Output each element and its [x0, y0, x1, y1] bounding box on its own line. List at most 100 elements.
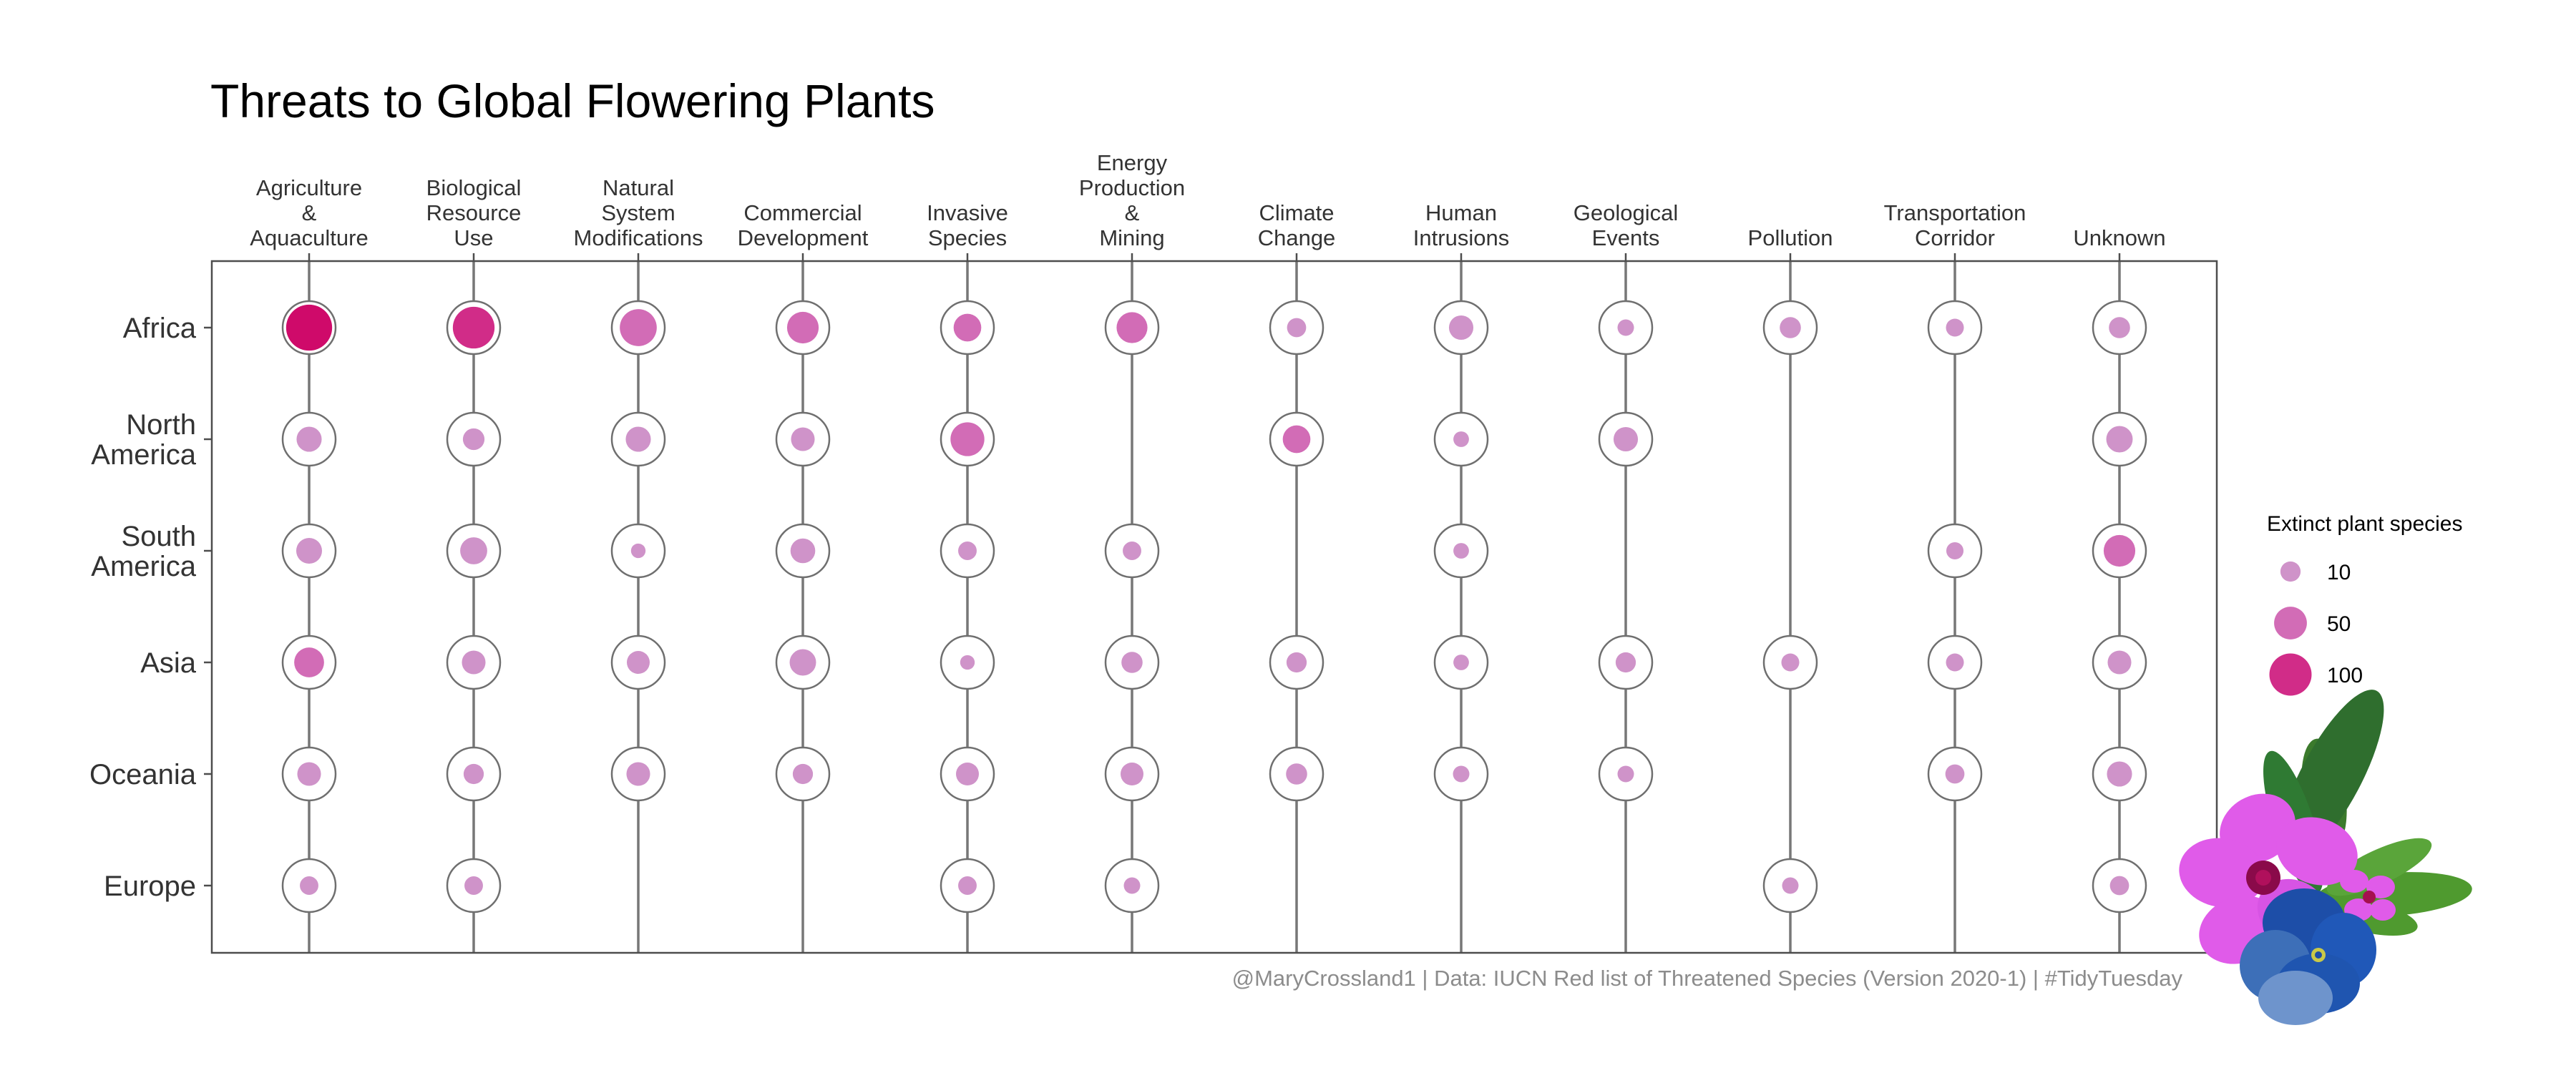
column-label: Commercial [743, 200, 862, 225]
row-label: Europe [104, 871, 196, 902]
data-point [2107, 761, 2132, 787]
data-point [1121, 652, 1143, 673]
data-point [1287, 318, 1307, 338]
column-label: Production [1079, 175, 1185, 200]
data-point [1286, 652, 1307, 673]
data-point [296, 537, 323, 564]
data-point [786, 311, 819, 344]
row-label: America [91, 551, 196, 582]
data-point [1123, 877, 1141, 894]
column-label: Resource [426, 200, 522, 225]
data-point [2107, 650, 2132, 675]
column-label: Human [1425, 200, 1497, 225]
blue-flower [2240, 888, 2376, 1025]
column-label: Pollution [1748, 225, 1833, 250]
data-point [1123, 542, 1141, 560]
legend-title: Extinct plant species [2267, 512, 2462, 536]
row-label: Asia [140, 647, 197, 679]
legend-swatch [2274, 607, 2307, 640]
column-label: Biological [426, 175, 522, 200]
data-point [464, 876, 483, 895]
data-point [463, 763, 484, 785]
column-label: Species [928, 225, 1007, 250]
data-point [620, 309, 657, 346]
data-point [1617, 765, 1634, 783]
data-point [2106, 426, 2133, 453]
column-label: Events [1592, 225, 1660, 250]
column-label: Invasive [927, 200, 1008, 225]
data-point [2109, 876, 2129, 896]
column-label: Use [454, 225, 493, 250]
data-point [1453, 765, 1470, 783]
data-point [2103, 534, 2136, 567]
column-label: Aquaculture [250, 225, 368, 250]
data-point [1946, 318, 1964, 337]
data-point [626, 762, 650, 786]
data-point [958, 876, 977, 895]
row-label: America [91, 439, 196, 471]
ring-markers [281, 300, 2147, 913]
data-point [1453, 431, 1469, 447]
data-point [462, 650, 486, 675]
data-point [956, 763, 979, 785]
panel-border [210, 260, 2218, 954]
column-label: Modifications [574, 225, 703, 250]
legend-swatch [2269, 653, 2312, 696]
column-label: Mining [1099, 225, 1164, 250]
column-label: Climate [1259, 200, 1334, 225]
column-label: Energy [1097, 150, 1168, 175]
data-point [2109, 317, 2130, 338]
row-label: Africa [123, 313, 197, 344]
column-labels: Agriculture&Aquaculture BiologicalResourc… [250, 150, 2166, 261]
data-point [1781, 653, 1800, 672]
column-label: Unknown [2073, 225, 2165, 250]
data-point [791, 427, 815, 451]
legend-label: 50 [2327, 612, 2351, 636]
data-point [1286, 763, 1307, 785]
column-label: Geological [1574, 200, 1678, 225]
data-point [960, 655, 975, 670]
data-point [1448, 315, 1474, 340]
data-point [1282, 425, 1311, 454]
data-point [625, 426, 651, 452]
column-label: Development [738, 225, 869, 250]
data-point [1945, 764, 1965, 784]
column-label: Change [1258, 225, 1336, 250]
caption: @MaryCrossland1 | Data: IUCN Red list of… [1232, 966, 2183, 991]
legend-label: 100 [2327, 664, 2363, 687]
data-point [1617, 319, 1634, 336]
legend-label: 10 [2327, 561, 2351, 584]
data-point [1780, 317, 1801, 338]
row-label: North [126, 409, 196, 441]
legend: Extinct plant species 10 50 100 [2267, 512, 2462, 696]
data-point [1615, 652, 1636, 673]
data-point [294, 647, 324, 677]
data-point [452, 306, 495, 349]
data-point [296, 426, 322, 452]
data-point [950, 422, 985, 456]
column-label: System [601, 200, 675, 225]
flower-illustration [2179, 690, 2472, 1025]
data-point [460, 537, 487, 564]
legend-swatch [2280, 561, 2301, 582]
data-point [627, 651, 650, 674]
column-label: Transportation [1884, 200, 2026, 225]
pink-flower [2179, 793, 2358, 964]
data-point [792, 763, 814, 785]
data-point [1116, 312, 1148, 343]
data-point [297, 762, 321, 786]
column-label: & [302, 200, 317, 225]
column-label: Agriculture [256, 175, 362, 200]
data-points [286, 304, 2136, 896]
data-point [1453, 543, 1469, 559]
data-point [1613, 426, 1639, 452]
chart-title: Threats to Global Flowering Plants [210, 74, 935, 127]
data-point [286, 304, 333, 351]
small-pink-flower [2340, 870, 2396, 921]
column-label: Corridor [1915, 225, 1995, 250]
row-label: Oceania [89, 759, 197, 790]
column-label: Natural [602, 175, 674, 200]
data-point [1946, 542, 1964, 560]
data-point [789, 649, 816, 676]
